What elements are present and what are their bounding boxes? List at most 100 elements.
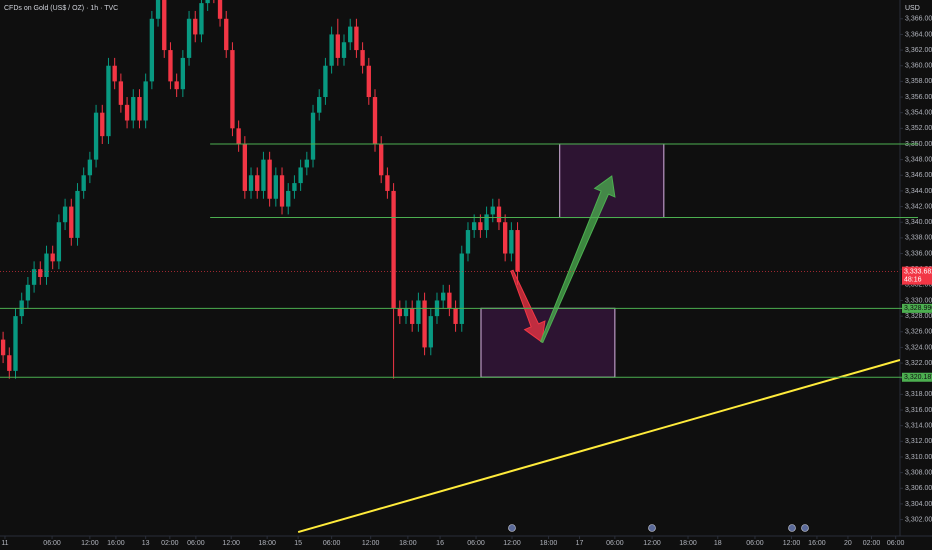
candle-body [410,308,415,324]
event-marker [508,524,516,532]
x-tick-label: 06:00 [467,540,485,547]
candle-body [87,159,93,176]
candle-body [509,230,514,254]
candle-body [106,65,111,137]
candle-body [13,316,18,371]
candle-body [124,104,130,121]
x-tick-label: 18:00 [540,540,558,547]
x-tick-label: 18 [714,540,722,547]
y-tick-label: 3,336.000 [905,250,932,257]
candle-body [397,308,402,317]
candle-body [465,230,471,254]
x-tick-label: 13 [142,540,150,547]
event-marker [788,524,796,532]
y-tick-label: 3,312.000 [905,438,932,445]
y-tick-label: 3,314.000 [905,423,932,430]
candle-body [205,0,210,4]
event-marker [801,524,809,532]
y-tick-label: 3,322.000 [905,360,932,367]
candle-body [478,222,483,231]
candle-body [50,253,55,262]
candle-body [447,292,452,309]
x-tick-label: 12:00 [81,540,99,547]
x-tick-label: 06:00 [43,540,61,547]
x-tick-label: 12:00 [222,540,240,547]
x-tick-label: 16:00 [107,540,125,547]
x-tick-label: 06:00 [606,540,624,547]
y-tick-label: 3,360.000 [905,63,932,70]
y-tick-label: 3,356.000 [905,94,932,101]
x-tick-label: 17 [576,540,584,547]
candle-body [44,253,49,277]
candle-body [155,0,161,19]
candle-body [7,355,12,371]
candle-body [354,26,359,51]
level-label-bg [902,303,932,313]
candle-body [118,81,124,105]
candle-body [323,65,328,98]
candle-body [100,112,105,137]
candle-body [56,222,62,262]
candle-body [441,292,446,301]
y-tick-label: 3,304.000 [905,501,932,508]
x-tick-label: 12:00 [503,540,521,547]
candle-body [490,206,495,215]
candle-body [267,159,272,199]
x-tick-label: 06:00 [187,540,205,547]
candle-body [348,26,353,43]
y-tick-label: 3,306.000 [905,485,932,492]
candle-body [453,308,458,324]
candle-body [112,65,117,82]
candle-body [149,18,155,82]
y-tick-label: 3,328.000 [905,313,932,320]
candle-body [360,50,365,66]
candle-body [137,97,142,121]
candle-body [230,50,235,129]
y-tick-label: 3,344.000 [905,188,932,195]
y-tick-label: 3,308.000 [905,469,932,476]
candle-body [131,97,136,121]
y-tick-label: 3,346.000 [905,172,932,179]
candle-body [162,0,167,51]
candle-body [298,167,303,184]
candle-body [242,143,248,191]
candle-body [224,18,229,51]
candle-body [174,81,179,90]
x-tick-label: 16:00 [808,540,826,547]
y-tick-label: 3,318.000 [905,391,932,398]
y-tick-label: 3,324.000 [905,344,932,351]
y-tick-label: 3,316.000 [905,407,932,414]
candle-body [379,143,384,176]
y-tick-label: 3,340.000 [905,219,932,226]
candle-body [75,190,80,238]
candle-body [329,34,334,66]
candle-body [62,206,68,223]
level-label-bg [902,372,932,382]
x-tick-label: 06:00 [746,540,764,547]
x-tick-label: 20 [844,540,852,547]
x-tick-label: 18:00 [399,540,417,547]
candle-body [496,206,502,223]
x-tick-label: 02:00 [863,540,881,547]
candle-body [273,175,278,199]
x-tick-label: 06:00 [887,540,905,547]
zone-box [480,307,616,378]
candle-body [180,57,186,90]
y-tick-label: 3,364.000 [905,31,932,38]
candle-body [385,175,390,191]
candle-body [193,18,198,35]
candle-body [366,65,371,98]
candle-body [304,159,309,168]
candle-body [391,190,396,309]
candle-body [255,175,260,191]
level-label: 3,328.990 [904,305,932,312]
candle-body [69,206,74,238]
y-tick-label: 3,354.000 [905,110,932,117]
y-tick-label: 3,366.000 [905,16,932,23]
level-label: 3,320.187 [904,374,932,381]
y-tick-label: 3,338.000 [905,235,932,242]
candle-body [0,339,6,356]
